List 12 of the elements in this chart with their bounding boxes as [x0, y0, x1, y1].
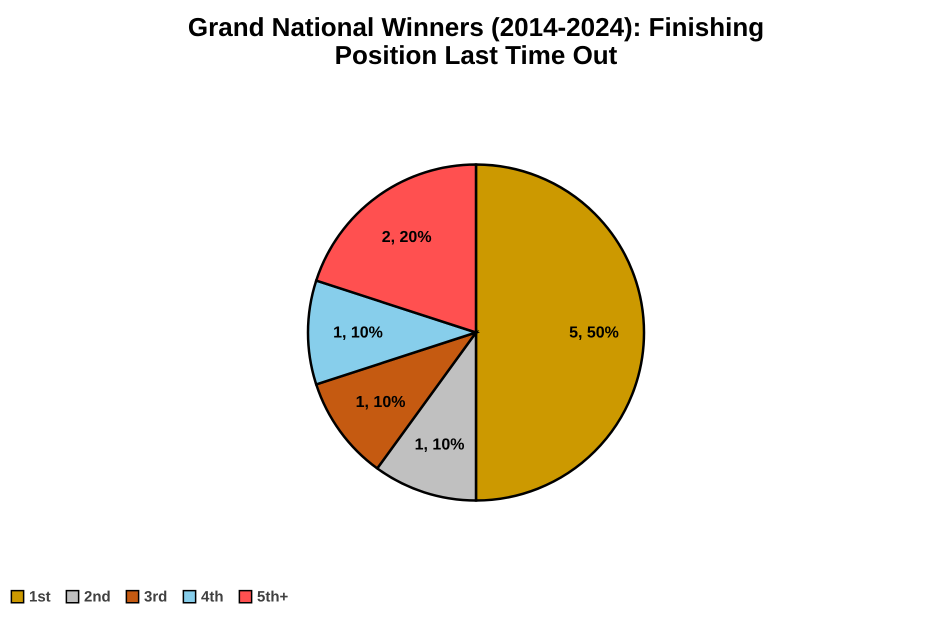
legend-label: 1st: [29, 588, 51, 606]
data-label: 2, 20%: [382, 229, 432, 246]
legend-label: 2nd: [84, 588, 111, 606]
data-label: 1, 10%: [414, 436, 464, 454]
text: Grand National Winners (2014-2024): Finishing: [188, 12, 764, 42]
text: Position Last Time Out: [334, 40, 618, 70]
data-label: 1, 10%: [356, 394, 406, 411]
legend-label: 5th+: [257, 588, 288, 606]
legend-label: 4th: [201, 588, 224, 606]
data-label: 5, 50%: [569, 324, 619, 342]
legend-label: 3rd: [144, 588, 168, 606]
data-label: 1, 10%: [333, 324, 383, 342]
